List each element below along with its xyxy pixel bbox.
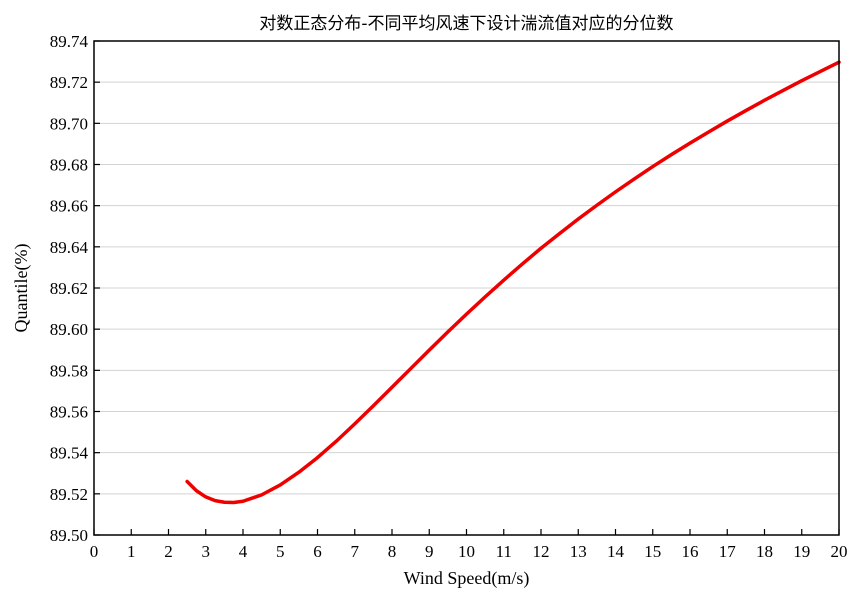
x-tick-label: 1 — [127, 542, 136, 561]
x-tick-label: 8 — [388, 542, 397, 561]
x-tick-label: 17 — [719, 542, 737, 561]
x-tick-label: 2 — [164, 542, 173, 561]
x-tick-label: 15 — [644, 542, 661, 561]
y-tick-label: 89.52 — [50, 485, 88, 504]
y-axis-label: Quantile(%) — [11, 244, 32, 333]
x-tick-label: 16 — [682, 542, 699, 561]
x-tick-label: 0 — [90, 542, 99, 561]
x-tick-label: 6 — [313, 542, 322, 561]
x-tick-label: 9 — [425, 542, 434, 561]
y-tick-label: 89.56 — [50, 403, 88, 422]
series-layer — [185, 60, 841, 505]
y-tick-label: 89.68 — [50, 156, 88, 175]
y-tick-label: 89.72 — [50, 73, 88, 92]
y-tick-label: 89.60 — [50, 320, 88, 339]
y-tick-label: 89.58 — [50, 361, 88, 380]
x-tick-label: 11 — [496, 542, 512, 561]
tick-marks — [93, 40, 840, 536]
x-tick-label: 13 — [570, 542, 587, 561]
y-tick-label: 89.64 — [50, 238, 89, 257]
x-tick-label: 7 — [351, 542, 360, 561]
x-tick-label: 12 — [533, 542, 550, 561]
x-tick-label: 5 — [276, 542, 285, 561]
y-tick-label: 89.74 — [50, 32, 89, 51]
x-tick-label: 10 — [458, 542, 475, 561]
chart-title: 对数正态分布-不同平均风速下设计湍流值对应的分位数 — [259, 14, 673, 34]
y-tick-label: 89.62 — [50, 279, 88, 298]
x-tick-label: 4 — [239, 542, 248, 561]
x-tick-label: 3 — [202, 542, 211, 561]
y-tick-label: 89.70 — [50, 114, 88, 133]
y-tick-label: 89.66 — [50, 197, 88, 216]
y-tick-label: 89.50 — [50, 526, 88, 545]
grid-lines — [94, 81, 839, 495]
x-tick-label: 18 — [756, 542, 773, 561]
x-tick-label: 19 — [793, 542, 810, 561]
series-line — [185, 60, 841, 505]
x-tick-label: 14 — [607, 542, 625, 561]
x-axis-label: Wind Speed(m/s) — [404, 568, 530, 589]
y-tick-label: 89.54 — [50, 444, 89, 463]
x-tick-labels: 0 1 2 3 4 5 6 7 8 9 10 11 12 13 14 15 16 17 18 19 20 — [90, 542, 848, 561]
y-tick-labels: 89.50 89.52 89.54 89.56 89.58 89.60 89.62 89.64… — [50, 32, 89, 545]
x-tick-label: 20 — [831, 542, 848, 561]
